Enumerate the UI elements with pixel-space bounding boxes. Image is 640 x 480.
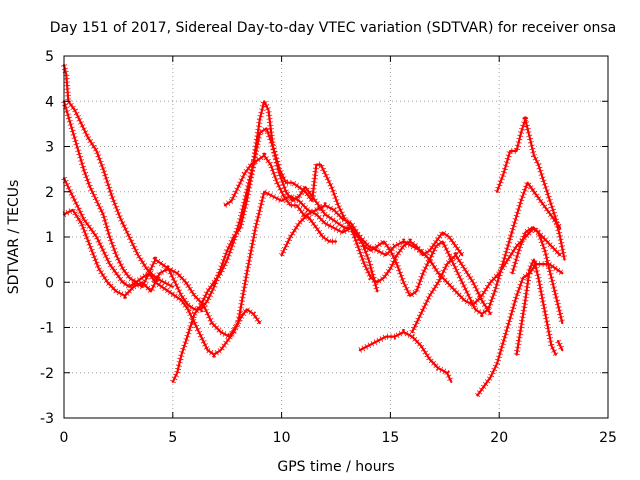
y-tick-label: -3: [40, 411, 54, 427]
series-track-14: [555, 339, 565, 352]
series-line: [495, 118, 566, 261]
series-line: [556, 340, 564, 352]
series-track-1: [61, 63, 175, 290]
y-tick-label: -1: [40, 321, 54, 337]
y-tick-label: 4: [45, 94, 54, 110]
series-marker-trail: [61, 64, 175, 290]
series-track-5: [170, 98, 465, 384]
series-track-12: [513, 256, 559, 356]
x-tick-label: 0: [60, 430, 69, 446]
series-track-7: [278, 202, 381, 293]
data-series: [61, 63, 568, 398]
x-tick-label: 10: [273, 430, 291, 446]
y-tick-label: 0: [45, 275, 54, 291]
y-tick-label: 3: [45, 140, 54, 156]
series-line: [280, 204, 379, 293]
series-line: [358, 330, 453, 383]
series-line: [171, 100, 464, 383]
y-tick-label: 5: [45, 49, 54, 65]
series-track-3: [61, 176, 263, 358]
series-marker-trail: [62, 188, 563, 340]
series-line: [515, 258, 557, 356]
series-marker-trail: [358, 329, 455, 384]
y-tick-label: -2: [40, 366, 54, 382]
y-axis-label: SDTVAR / TECUs: [6, 180, 22, 295]
series-track-13: [509, 224, 566, 325]
y-tick-label: 2: [45, 185, 54, 201]
series-track-8: [358, 329, 455, 384]
x-tick-label: 20: [490, 430, 508, 446]
series-line: [511, 226, 564, 325]
series-marker-trail: [61, 176, 263, 358]
series-line: [223, 154, 338, 243]
axis-ticks: 0 5 10 15 20 25 -3 -2 -1 0 1 2 3 4 5: [40, 49, 617, 446]
series-track-4: [62, 188, 563, 340]
series-track-6: [223, 152, 338, 245]
series-line: [62, 177, 261, 356]
series-line: [62, 190, 562, 338]
x-tick-label: 5: [168, 430, 177, 446]
x-tick-label: 25: [599, 430, 617, 446]
x-tick-label: 15: [381, 430, 399, 446]
series-line: [411, 254, 492, 334]
y-tick-label: 1: [45, 230, 54, 246]
series-line: [62, 63, 174, 288]
grid-lines: [64, 56, 608, 418]
x-axis-label: GPS time / hours: [277, 459, 394, 475]
chart-title: Day 151 of 2017, Sidereal Day-to-day VTE…: [50, 20, 617, 36]
series-track-11: [494, 116, 568, 261]
series-track-9: [409, 252, 494, 334]
